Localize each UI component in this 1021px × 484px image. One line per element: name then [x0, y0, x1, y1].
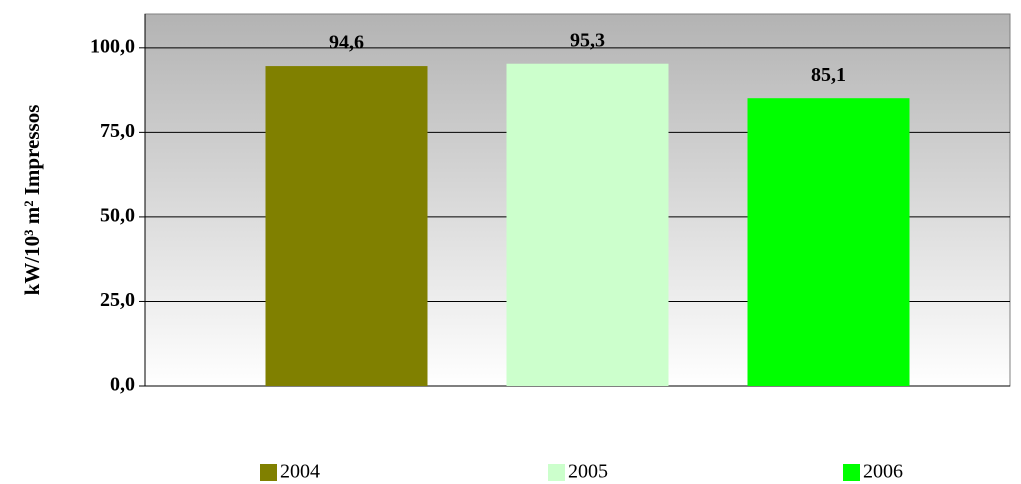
y-tick-label: 100,0	[90, 35, 135, 57]
bar	[265, 66, 428, 386]
y-tick-label: 25,0	[100, 289, 135, 311]
legend-label: 2006	[863, 461, 903, 483]
y-axis-label: kW/10³ m² Impressos	[20, 105, 44, 296]
bar	[747, 98, 910, 386]
legend-label: 2005	[568, 461, 608, 483]
value-label: 85,1	[811, 64, 846, 86]
y-tick-label: 0,0	[110, 374, 135, 396]
y-tick-label: 75,0	[100, 120, 135, 142]
y-tick-label: 50,0	[100, 205, 135, 227]
legend-swatch	[548, 464, 565, 481]
legend-label: 2004	[280, 461, 320, 483]
legend-swatch	[843, 464, 860, 481]
legend-swatch	[260, 464, 277, 481]
value-label: 94,6	[329, 32, 364, 54]
value-label: 95,3	[570, 29, 605, 51]
bar	[506, 63, 669, 386]
